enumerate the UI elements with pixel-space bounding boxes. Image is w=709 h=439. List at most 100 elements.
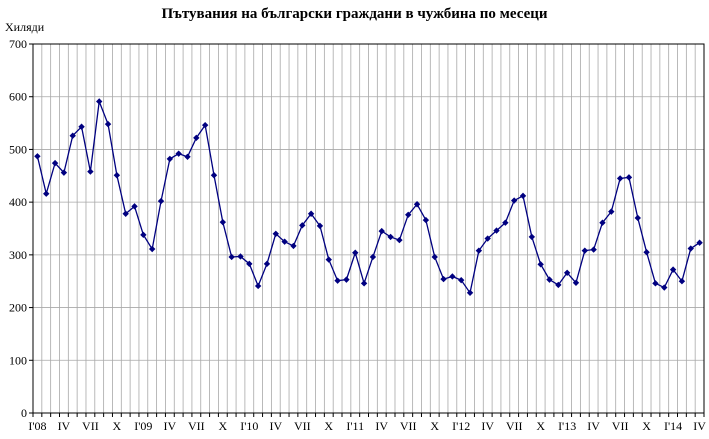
x-tick-labels: I'08 IV VII X I'09 IV VII X I'10 IV VII X I'11 IV VII X…: [28, 419, 706, 433]
x-tick-label: I'10: [240, 419, 258, 433]
x-tick-label: IV: [58, 419, 71, 433]
data-point: [369, 253, 377, 261]
data-point: [652, 280, 659, 287]
data-point: [193, 134, 200, 142]
data-point: [228, 253, 235, 261]
data-point: [263, 260, 271, 268]
x-tick-label: IV: [587, 419, 600, 433]
data-points: [34, 98, 703, 297]
data-point: [60, 169, 68, 176]
data-point: [563, 269, 571, 276]
data-point: [396, 236, 403, 244]
data-point: [608, 208, 615, 215]
data-point: [581, 247, 589, 254]
data-point: [440, 275, 447, 283]
data-point: [431, 253, 438, 261]
data-point: [334, 277, 341, 284]
data-point: [299, 222, 306, 229]
y-tick-label: 400: [9, 195, 27, 209]
data-point: [360, 280, 368, 287]
x-tick-label: IV: [164, 419, 177, 433]
series-line-path: [36, 101, 700, 295]
y-tick-label: 500: [9, 142, 27, 156]
x-tick-label: I'14: [664, 419, 682, 433]
data-point: [325, 256, 332, 263]
data-point: [669, 266, 677, 273]
data-point: [148, 245, 156, 253]
data-point: [113, 172, 121, 179]
data-point: [201, 121, 209, 129]
x-tick-label: IV: [375, 419, 388, 433]
x-tick-label: X: [642, 419, 651, 433]
x-tick-label: VII: [82, 419, 99, 433]
data-point: [484, 235, 491, 242]
data-point: [422, 216, 430, 224]
data-point: [413, 201, 421, 208]
data-point: [316, 222, 324, 230]
data-point: [352, 249, 359, 256]
x-tick-label: I'13: [558, 419, 576, 433]
data-point: [475, 247, 483, 254]
x-tick-label: VII: [294, 419, 311, 433]
x-tick-label: I'11: [346, 419, 364, 433]
data-point: [599, 219, 606, 226]
data-point: [246, 260, 253, 268]
x-tick-label: VII: [400, 419, 417, 433]
data-point: [616, 175, 624, 182]
data-point: [458, 276, 465, 284]
data-point: [696, 239, 703, 246]
y-tick-label: 0: [21, 406, 27, 420]
data-point: [104, 120, 112, 128]
data-point: [555, 281, 562, 289]
data-point: [51, 159, 59, 167]
x-tick-label: IV: [269, 419, 282, 433]
data-point: [572, 279, 580, 286]
data-point: [34, 153, 41, 160]
data-point: [546, 276, 553, 283]
data-point: [678, 278, 686, 285]
data-point: [122, 210, 129, 217]
x-tick-label: X: [324, 419, 333, 433]
data-point: [237, 253, 244, 260]
x-tick-label: I'08: [28, 419, 46, 433]
data-point: [510, 197, 518, 204]
data-point: [281, 238, 288, 245]
data-point: [449, 273, 456, 280]
data-point: [466, 289, 474, 297]
data-point: [405, 211, 412, 218]
data-point: [687, 245, 694, 252]
data-point: [625, 174, 633, 181]
data-point: [634, 214, 641, 222]
data-point: [210, 172, 218, 179]
x-tick-label: I'12: [452, 419, 470, 433]
data-point: [378, 227, 385, 235]
gridlines: [33, 43, 704, 413]
y-tick-label: 100: [9, 353, 27, 367]
data-point: [537, 261, 544, 268]
data-point: [519, 192, 527, 200]
x-tick-label: I'09: [134, 419, 152, 433]
data-point: [140, 231, 147, 239]
data-point: [643, 249, 650, 256]
data-point: [343, 276, 350, 283]
data-point: [78, 123, 85, 130]
y-tick-labels: 0 100 200 300 400 500 600 700: [9, 37, 27, 420]
data-point: [661, 284, 668, 291]
data-point: [175, 150, 182, 157]
data-point: [290, 242, 297, 250]
data-point: [493, 227, 500, 234]
data-point: [157, 197, 165, 205]
data-point: [254, 282, 262, 290]
y-tick-label: 600: [9, 90, 27, 104]
data-point: [69, 132, 76, 139]
data-point: [219, 218, 227, 226]
data-point: [272, 230, 279, 237]
axes: [29, 43, 705, 417]
data-point: [528, 233, 536, 241]
chart-title: Пътувания на български граждани в чужбин…: [161, 6, 548, 22]
y-tick-label: 300: [9, 248, 27, 262]
x-tick-label: X: [536, 419, 545, 433]
data-point: [166, 155, 174, 163]
data-point: [307, 210, 315, 217]
